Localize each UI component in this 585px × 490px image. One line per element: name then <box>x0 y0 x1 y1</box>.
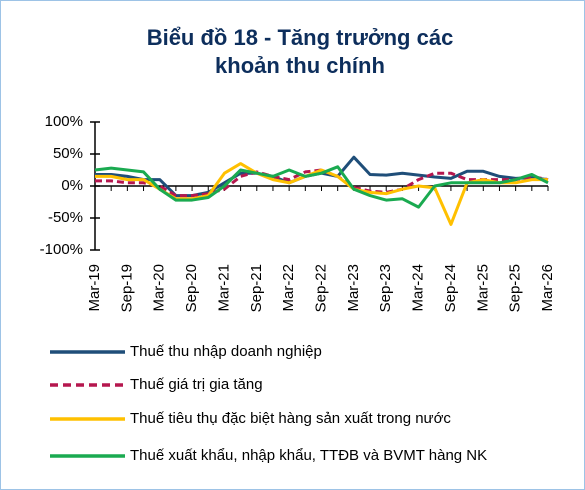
x-tick-label: Sep-24 <box>442 264 459 312</box>
x-tick-label: Sep-19 <box>118 264 135 312</box>
chart-title: Biểu đồ 18 - Tăng trưởng các khoản thu c… <box>146 25 454 78</box>
x-tick-label: Sep-25 <box>507 264 524 312</box>
legend-label: Thuế tiêu thụ đặc biệt hàng sản xuất tro… <box>130 410 451 427</box>
x-tick-label: Mar-25 <box>474 264 491 312</box>
x-tick-label: Sep-21 <box>248 264 265 312</box>
x-tick-label: Mar-23 <box>345 264 362 312</box>
x-tick-label: Sep-22 <box>312 264 329 312</box>
legend-label: Thuế xuất khẩu, nhập khẩu, TTĐB và BVMT … <box>130 447 487 464</box>
x-tick-label: Mar-22 <box>280 264 297 312</box>
x-tick-label: Mar-20 <box>151 264 168 312</box>
y-tick-label: -50% <box>48 209 83 226</box>
x-tick-label: Sep-20 <box>183 264 200 312</box>
legend-label: Thuế giá trị gia tăng <box>130 376 263 393</box>
x-tick-label: Mar-26 <box>539 264 556 312</box>
y-tick-label: -100% <box>40 241 83 258</box>
legend-label: Thuế thu nhập doanh nghiệp <box>130 343 322 360</box>
y-tick-label: 0% <box>61 177 83 194</box>
x-tick-label: Mar-21 <box>215 264 232 312</box>
x-tick-label: Sep-23 <box>377 264 394 312</box>
y-tick-label: 50% <box>53 145 83 162</box>
x-tick-label: Mar-19 <box>86 264 103 312</box>
y-tick-label: 100% <box>45 113 83 130</box>
series-line <box>95 168 549 198</box>
x-tick-label: Mar-24 <box>410 264 427 312</box>
series-line <box>94 165 549 209</box>
